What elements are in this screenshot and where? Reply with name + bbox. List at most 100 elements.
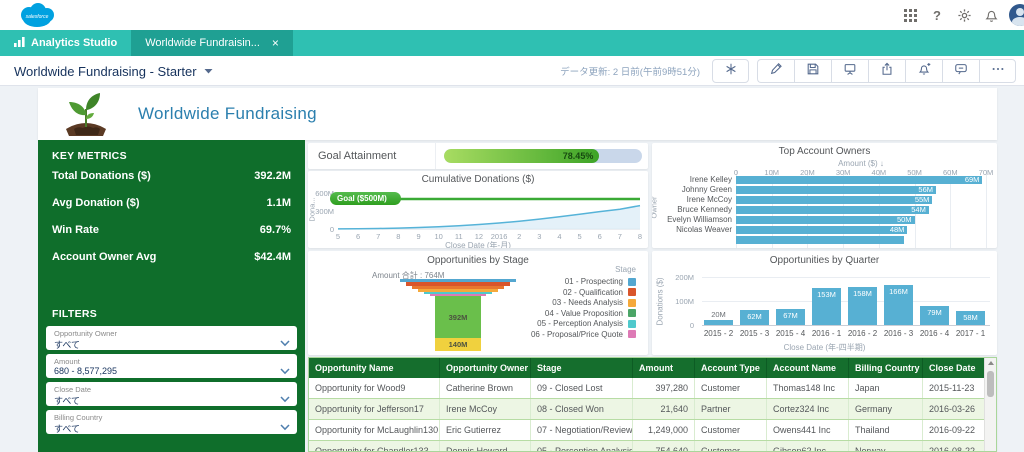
filter-dropdown-close-date[interactable]: Close Date すべて [46, 382, 297, 406]
table-header-cell[interactable]: Opportunity Name [309, 358, 440, 378]
x-tick: 5 [335, 232, 341, 241]
legend-item[interactable]: 04 - Value Proposition [545, 309, 636, 318]
x-tick: 7 [376, 232, 381, 241]
funnel-stripe[interactable] [400, 279, 516, 282]
owner-bar[interactable]: 54M [736, 206, 929, 214]
table-row[interactable]: Opportunity for Wood9 Catherine Brown 09 -… [309, 378, 986, 399]
global-header: salesforce ? [0, 0, 1024, 30]
table-cell: Eric Gutierrez [440, 420, 531, 440]
legend-item[interactable]: 01 - Prospecting [565, 277, 636, 286]
funnel-stripe[interactable] [424, 292, 492, 294]
table-cell: Opportunity for Wood9 [309, 378, 440, 398]
setup-gear-icon[interactable] [955, 6, 973, 24]
metric-value: 392.2M [254, 170, 291, 182]
table-row[interactable]: Opportunity for McLaughlin130 Eric Gutier… [309, 420, 986, 441]
table-cell: 754,640 [633, 441, 695, 451]
more-button[interactable] [979, 59, 1016, 83]
legend-item[interactable]: 02 - Qualification [563, 288, 636, 297]
table-scrollbar[interactable] [984, 358, 996, 451]
filter-dropdown-opportunity-owner[interactable]: Opportunity Owner すべて [46, 326, 297, 350]
table-header-cell[interactable]: Account Name [767, 358, 849, 378]
filter-dropdown-amount[interactable]: Amount 680 - 8,577,295 [46, 354, 297, 378]
legend-item[interactable]: 03 - Needs Analysis [552, 298, 636, 307]
legend-label: 04 - Value Proposition [544, 308, 623, 318]
annotate-button[interactable] [942, 59, 979, 83]
tab-analytics-studio[interactable]: Analytics Studio [0, 30, 131, 56]
x-tick: 8 [637, 232, 643, 241]
table-cell: 2016-08-22 [923, 441, 986, 451]
x-tick: 10M [764, 168, 779, 177]
funnel-segment-main[interactable]: 392M [435, 296, 481, 338]
dashboard-title-dropdown[interactable]: Worldwide Fundraising - Starter [14, 56, 213, 86]
table-header-cell[interactable]: Billing Country [849, 358, 923, 378]
table-cell: 07 - Negotiation/Review [531, 420, 633, 440]
funnel-stripe[interactable] [430, 294, 486, 296]
quarter-bar[interactable]: 62M [740, 310, 769, 325]
subscribe-button[interactable] [905, 59, 942, 83]
present-button[interactable] [831, 59, 868, 83]
table-header-cell[interactable]: Opportunity Owner [440, 358, 531, 378]
funnel-stripe[interactable] [412, 286, 504, 289]
table-header-cell[interactable]: Account Type [695, 358, 767, 378]
table-header-cell[interactable]: Amount [633, 358, 695, 378]
dashboard-title: Worldwide Fundraising - Starter [14, 63, 197, 79]
funnel-segment-bottom[interactable]: 140M [435, 338, 481, 351]
x-tick: 2 [517, 232, 522, 241]
quarter-bar[interactable]: 67M [776, 308, 805, 325]
global-nav-icons: ? [901, 0, 1024, 30]
edit-button[interactable] [757, 59, 794, 83]
tab-close-icon[interactable]: × [271, 36, 279, 50]
scrollbar-up-arrow[interactable] [988, 361, 994, 365]
filter-label: Close Date [54, 385, 92, 394]
table-header-cell[interactable]: Stage [531, 358, 633, 378]
table-row[interactable]: Opportunity for Chandler133 Dennis Howard… [309, 441, 986, 451]
quarter-bar[interactable]: 20M [704, 310, 733, 325]
owner-bar[interactable]: 48M [736, 226, 908, 234]
owner-name: Bruce Kennedy [677, 205, 732, 214]
legend-item[interactable]: 06 - Proposal/Price Quote [531, 330, 636, 339]
chart-title: Opportunities by Quarter [769, 255, 880, 266]
share-button[interactable] [868, 59, 905, 83]
funnel-stripe[interactable] [406, 282, 510, 286]
owner-bar[interactable]: 69M [736, 176, 983, 184]
quarter-bar[interactable]: 153M [812, 288, 841, 325]
gridline [986, 170, 987, 248]
help-icon[interactable]: ? [933, 7, 941, 23]
table-cell: Opportunity for McLaughlin130 [309, 420, 440, 440]
salesforce-logo[interactable]: salesforce [16, 2, 60, 29]
metric-value: $42.4M [254, 251, 291, 263]
save-button[interactable] [794, 59, 831, 83]
filter-dropdown-billing-country[interactable]: Billing Country すべて [46, 410, 297, 434]
quarter-bar[interactable]: 79M [920, 306, 949, 325]
x-tick: 3 [537, 232, 542, 241]
legend-item[interactable]: 05 - Perception Analysis [537, 319, 636, 328]
tab-label: Analytics Studio [31, 37, 118, 49]
table-header-cell[interactable]: Close Date [923, 358, 986, 378]
table-row[interactable]: Opportunity for Jefferson17 Irene McCoy 08… [309, 399, 986, 420]
table-cell: Thomas148 Inc [767, 378, 849, 398]
tab-worldwide-fundraising[interactable]: Worldwide Fundraisin... × [131, 30, 293, 56]
owner-name: Irene Kelley [689, 175, 732, 184]
legend-label: 06 - Proposal/Price Quote [530, 329, 623, 339]
table-cell: 21,640 [633, 399, 695, 419]
x-tick: 6 [356, 232, 361, 241]
app-launcher-icon[interactable] [901, 6, 919, 24]
quarter-bar[interactable]: 166M [884, 285, 913, 325]
owner-bar[interactable]: 55M [736, 196, 933, 204]
scrollbar-thumb[interactable] [987, 371, 994, 397]
goal-gauge-fill: 78.45% [444, 149, 600, 163]
legend-swatch [628, 309, 636, 317]
owner-bar[interactable]: 56M [736, 186, 936, 194]
x-tick: 9 [416, 232, 421, 241]
chevron-down-icon [280, 334, 290, 352]
metric-row: Account Owner Avg $42.4M [52, 251, 291, 263]
x-tick: 5 [577, 232, 582, 241]
owner-bar[interactable] [736, 236, 904, 244]
funnel-stripe[interactable] [418, 289, 498, 292]
quarter-bar[interactable]: 58M [956, 311, 985, 325]
notifications-bell-icon[interactable] [982, 6, 1000, 24]
quarter-bar[interactable]: 158M [848, 287, 877, 325]
favorite-button[interactable] [712, 59, 749, 83]
user-avatar[interactable] [1009, 4, 1024, 26]
owner-bar[interactable]: 50M [736, 216, 915, 224]
